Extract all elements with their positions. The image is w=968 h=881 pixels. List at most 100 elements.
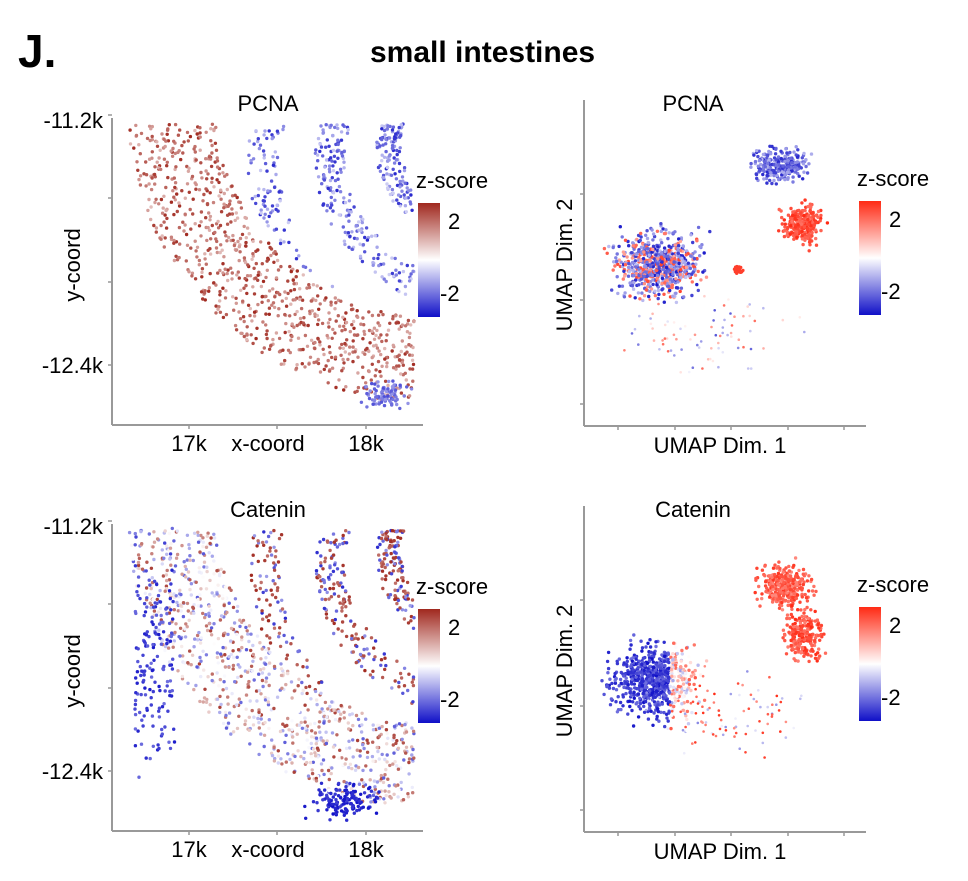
- data-point: [803, 238, 807, 242]
- data-point: [313, 346, 317, 351]
- data-point: [163, 541, 167, 545]
- data-point: [383, 801, 387, 805]
- data-point: [355, 333, 359, 337]
- data-point: [199, 674, 203, 679]
- data-point: [231, 649, 235, 653]
- data-point: [309, 735, 314, 739]
- data-point: [335, 733, 339, 737]
- data-point: [390, 271, 395, 276]
- data-point: [255, 544, 259, 548]
- data-point: [215, 651, 220, 655]
- data-point: [234, 301, 238, 305]
- data-point: [279, 673, 284, 678]
- data-point: [687, 668, 691, 672]
- data-point: [332, 592, 337, 596]
- data-point: [342, 779, 346, 784]
- data-point: [381, 143, 385, 147]
- data-point: [303, 716, 307, 720]
- data-point: [825, 221, 830, 225]
- data-point: [245, 226, 250, 230]
- data-point: [331, 148, 336, 153]
- data-point: [171, 641, 175, 646]
- data-point: [169, 582, 173, 586]
- data-point: [333, 563, 337, 567]
- data-point: [355, 237, 359, 241]
- data-point: [212, 642, 216, 646]
- data-point: [302, 756, 306, 761]
- data-point: [163, 213, 167, 217]
- data-point: [774, 182, 778, 186]
- data-point: [215, 156, 219, 160]
- data-point: [305, 344, 310, 348]
- data-point: [268, 549, 272, 553]
- data-point: [262, 133, 266, 137]
- data-point: [287, 728, 291, 732]
- data-point: [276, 586, 280, 590]
- data-point: [212, 281, 216, 285]
- data-point: [197, 188, 202, 192]
- data-point: [213, 555, 217, 559]
- y-axis-label: y-coord: [60, 634, 85, 707]
- data-point: [272, 664, 277, 669]
- data-point: [292, 325, 296, 329]
- data-point: [369, 768, 373, 772]
- data-point: [186, 661, 190, 665]
- data-point: [816, 209, 821, 214]
- data-point: [340, 756, 344, 760]
- data-point: [318, 370, 323, 374]
- data-point: [249, 573, 254, 577]
- data-point: [631, 700, 635, 704]
- data-point: [252, 266, 256, 270]
- data-point: [192, 687, 196, 692]
- data-point: [222, 570, 226, 574]
- data-point: [340, 369, 344, 373]
- data-point: [630, 708, 634, 713]
- data-point: [139, 673, 143, 678]
- data-point: [190, 174, 195, 179]
- data-point: [656, 257, 660, 261]
- data-point: [763, 160, 767, 164]
- data-point: [338, 788, 342, 792]
- data-point: [329, 771, 333, 776]
- data-point: [374, 368, 378, 372]
- data-point: [288, 350, 292, 355]
- data-point: [222, 202, 226, 206]
- data-point: [799, 211, 803, 215]
- data-point: [233, 680, 237, 684]
- data-point: [137, 143, 141, 147]
- data-point: [307, 684, 312, 689]
- data-point: [383, 357, 387, 361]
- data-point: [695, 282, 699, 287]
- data-point: [355, 309, 359, 313]
- data-point: [227, 711, 232, 715]
- data-point: [208, 214, 213, 219]
- data-point: [162, 220, 166, 224]
- data-point: [139, 742, 144, 746]
- data-point: [402, 684, 407, 688]
- data-point: [622, 685, 626, 690]
- data-point: [769, 171, 773, 175]
- data-point: [324, 145, 328, 149]
- data-point: [214, 304, 218, 308]
- data-point: [665, 337, 669, 340]
- data-point: [321, 758, 326, 762]
- data-point: [200, 275, 204, 279]
- data-point: [187, 270, 191, 274]
- data-point: [761, 168, 766, 173]
- data-point: [630, 332, 634, 335]
- data-point: [396, 535, 400, 540]
- data-point: [646, 669, 650, 673]
- data-point: [375, 346, 380, 350]
- data-point: [327, 788, 331, 793]
- data-point: [793, 165, 797, 169]
- y-tick-label: -12.4k: [42, 353, 104, 378]
- data-point: [209, 536, 213, 540]
- data-point: [365, 346, 369, 351]
- data-point: [289, 302, 293, 306]
- data-point: [651, 695, 656, 700]
- data-point: [674, 270, 679, 274]
- data-point: [395, 578, 400, 582]
- data-point: [197, 566, 201, 570]
- data-point: [140, 669, 145, 673]
